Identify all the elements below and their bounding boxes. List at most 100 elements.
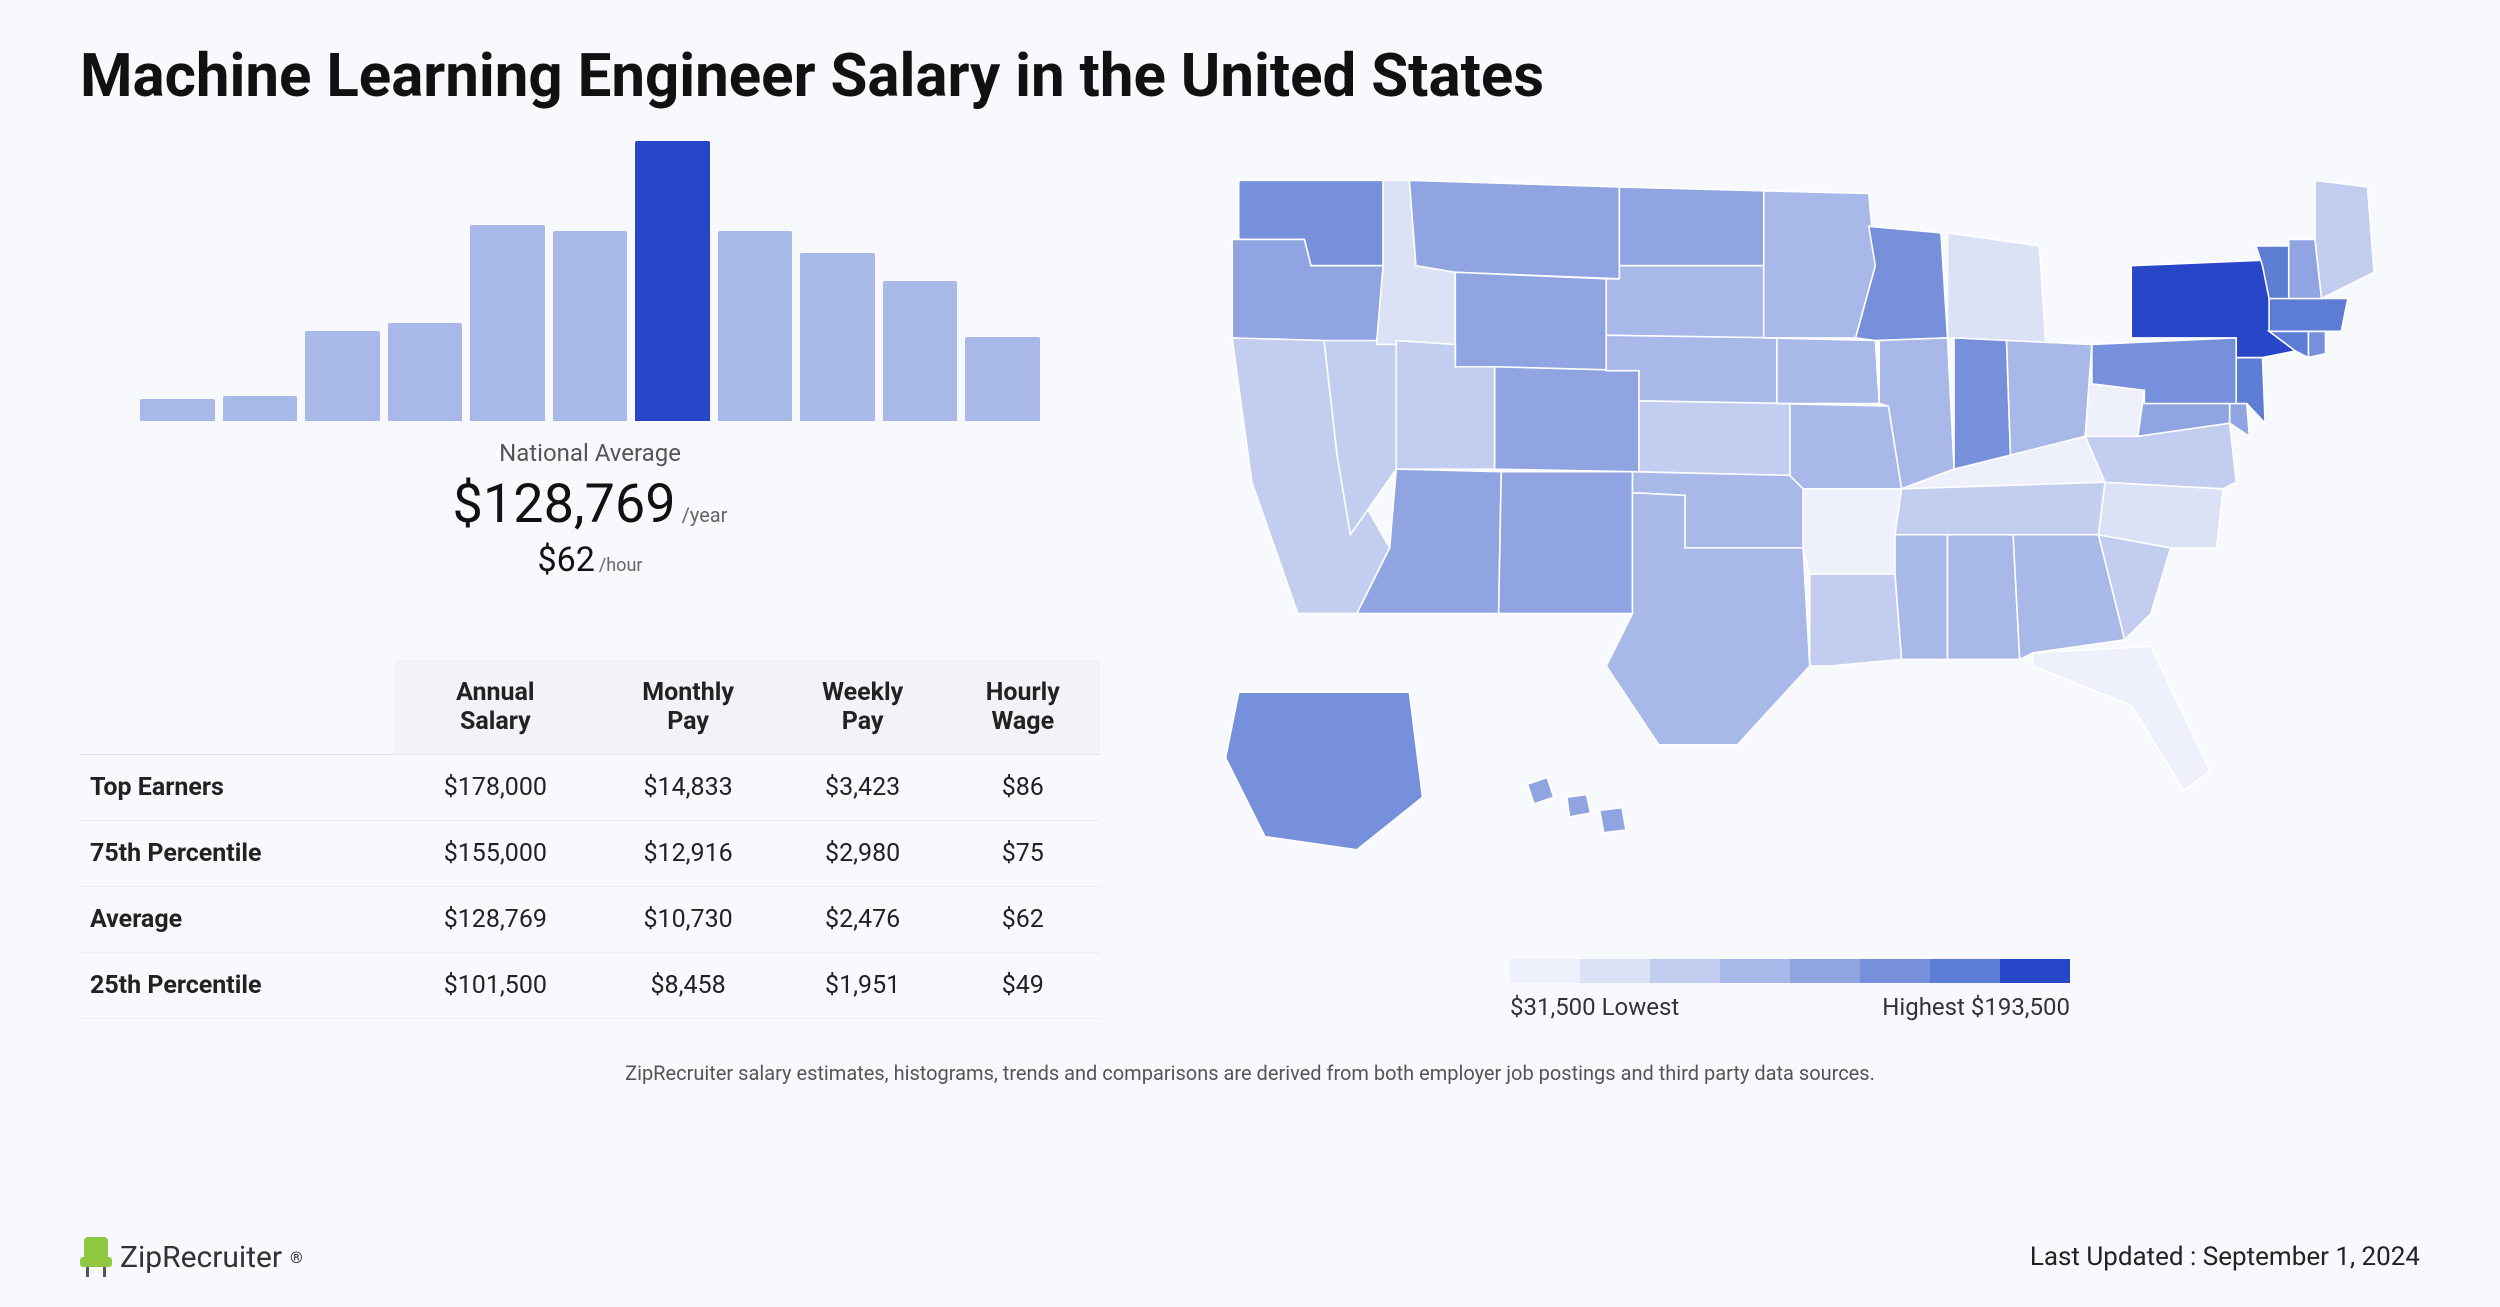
table-cell: $155,000 <box>394 821 596 887</box>
national-average-annual: $128,769/year <box>80 473 1100 536</box>
legend-swatch <box>1580 959 1650 983</box>
table-cell: $86 <box>946 755 1100 821</box>
histogram-bar <box>965 337 1040 421</box>
table-header: MonthlyPay <box>596 660 779 755</box>
table-cell: $2,476 <box>780 887 946 953</box>
table-cell: $8,458 <box>596 953 779 1019</box>
legend-swatch <box>1720 959 1790 983</box>
histogram-bar <box>553 231 628 421</box>
histogram-bar <box>800 253 875 421</box>
state-IA <box>1764 338 1880 404</box>
table-cell: Average <box>80 887 394 953</box>
footer: ZipRecruiter® Last Updated : September 1… <box>80 1237 2420 1277</box>
right-column: $31,500 Lowest Highest $193,500 <box>1160 141 2420 1021</box>
state-ME <box>2315 180 2374 298</box>
histogram-bar <box>635 141 710 421</box>
histogram-bar <box>883 281 958 421</box>
table-cell: $12,916 <box>596 821 779 887</box>
state-DE <box>2230 404 2250 437</box>
legend-high: Highest $193,500 <box>1882 993 2070 1021</box>
main-content: National Average $128,769/year $62/hour … <box>80 141 2420 1021</box>
table-cell: $75 <box>946 821 1100 887</box>
left-column: National Average $128,769/year $62/hour … <box>80 141 1100 1021</box>
table-row: Top Earners$178,000$14,833$3,423$86 <box>80 755 1100 821</box>
table-row: Average$128,769$10,730$2,476$62 <box>80 887 1100 953</box>
state-TN <box>1895 482 2105 535</box>
table-body: Top Earners$178,000$14,833$3,423$8675th … <box>80 755 1100 1019</box>
state-NC <box>2098 482 2223 548</box>
last-updated: Last Updated : September 1, 2024 <box>2030 1242 2420 1272</box>
hourly-suffix: /hour <box>599 555 643 576</box>
legend-swatch <box>1510 959 1580 983</box>
table-cell: $178,000 <box>394 755 596 821</box>
state-MO <box>1777 404 1902 489</box>
state-MI <box>1948 233 2046 345</box>
table-row: 25th Percentile$101,500$8,458$1,951$49 <box>80 953 1100 1019</box>
state-AK <box>1226 692 1423 850</box>
disclaimer-text: ZipRecruiter salary estimates, histogram… <box>80 1061 2420 1085</box>
state-HI <box>1528 778 1626 833</box>
table-row: 75th Percentile$155,000$12,916$2,980$75 <box>80 821 1100 887</box>
histogram-bar <box>140 399 215 421</box>
table-header: HourlyWage <box>946 660 1100 755</box>
salary-table: AnnualSalaryMonthlyPayWeeklyPayHourlyWag… <box>80 660 1100 1019</box>
legend-swatch <box>1790 959 1860 983</box>
histogram-bar <box>223 396 298 421</box>
table-cell: 75th Percentile <box>80 821 394 887</box>
state-WY <box>1455 272 1606 370</box>
map-legend: $31,500 Lowest Highest $193,500 <box>1510 959 2070 1021</box>
histogram-bar <box>388 323 463 421</box>
legend-low: $31,500 Lowest <box>1510 993 1679 1021</box>
table-cell: $49 <box>946 953 1100 1019</box>
legend-swatch <box>1650 959 1720 983</box>
state-AL <box>1948 535 2020 660</box>
state-RI <box>2308 331 2325 357</box>
histogram-bar <box>305 331 380 421</box>
table-header: AnnualSalary <box>394 660 596 755</box>
state-MS <box>1895 535 1948 660</box>
state-MN <box>1764 191 1876 338</box>
table-cell: Top Earners <box>80 755 394 821</box>
national-average-hourly: $62/hour <box>80 540 1100 580</box>
state-FL <box>2033 646 2210 790</box>
legend-swatches <box>1510 959 2070 983</box>
histogram-bar <box>470 225 545 421</box>
state-MA <box>2269 299 2348 332</box>
legend-labels: $31,500 Lowest Highest $193,500 <box>1510 993 2070 1021</box>
state-IN <box>1954 338 2010 469</box>
state-KS <box>1639 401 1790 476</box>
state-SD <box>1606 266 1764 338</box>
table-cell: $1,951 <box>780 953 946 1019</box>
table-cell: $62 <box>946 887 1100 953</box>
national-average-label: National Average <box>80 439 1100 467</box>
histogram-bar <box>718 231 793 421</box>
state-ND <box>1619 187 1763 266</box>
ziprecruiter-logo: ZipRecruiter® <box>80 1237 303 1277</box>
state-NM <box>1499 472 1633 614</box>
table-header: WeeklyPay <box>780 660 946 755</box>
annual-value: $128,769 <box>453 473 676 536</box>
table-cell: $14,833 <box>596 755 779 821</box>
table-header-row: AnnualSalaryMonthlyPayWeeklyPayHourlyWag… <box>80 660 1100 755</box>
state-LA <box>1810 574 1902 666</box>
state-AR <box>1803 489 1901 574</box>
us-map: $31,500 Lowest Highest $193,500 <box>1160 141 2420 1021</box>
table-cell: $3,423 <box>780 755 946 821</box>
legend-swatch <box>1930 959 2000 983</box>
legend-swatch <box>1860 959 1930 983</box>
brand-text: ZipRecruiter <box>120 1240 282 1275</box>
table-cell: $101,500 <box>394 953 596 1019</box>
table-cell: 25th Percentile <box>80 953 394 1019</box>
legend-swatch <box>2000 959 2070 983</box>
state-MT <box>1409 180 1619 278</box>
salary-histogram <box>140 141 1040 421</box>
table-cell: $2,980 <box>780 821 946 887</box>
table-header <box>80 660 394 755</box>
page-title: Machine Learning Engineer Salary in the … <box>80 40 2420 111</box>
state-CO <box>1495 367 1639 472</box>
hourly-value: $62 <box>538 540 595 580</box>
table-cell: $128,769 <box>394 887 596 953</box>
annual-suffix: /year <box>682 503 728 527</box>
table-cell: $10,730 <box>596 887 779 953</box>
chair-icon <box>80 1237 112 1277</box>
